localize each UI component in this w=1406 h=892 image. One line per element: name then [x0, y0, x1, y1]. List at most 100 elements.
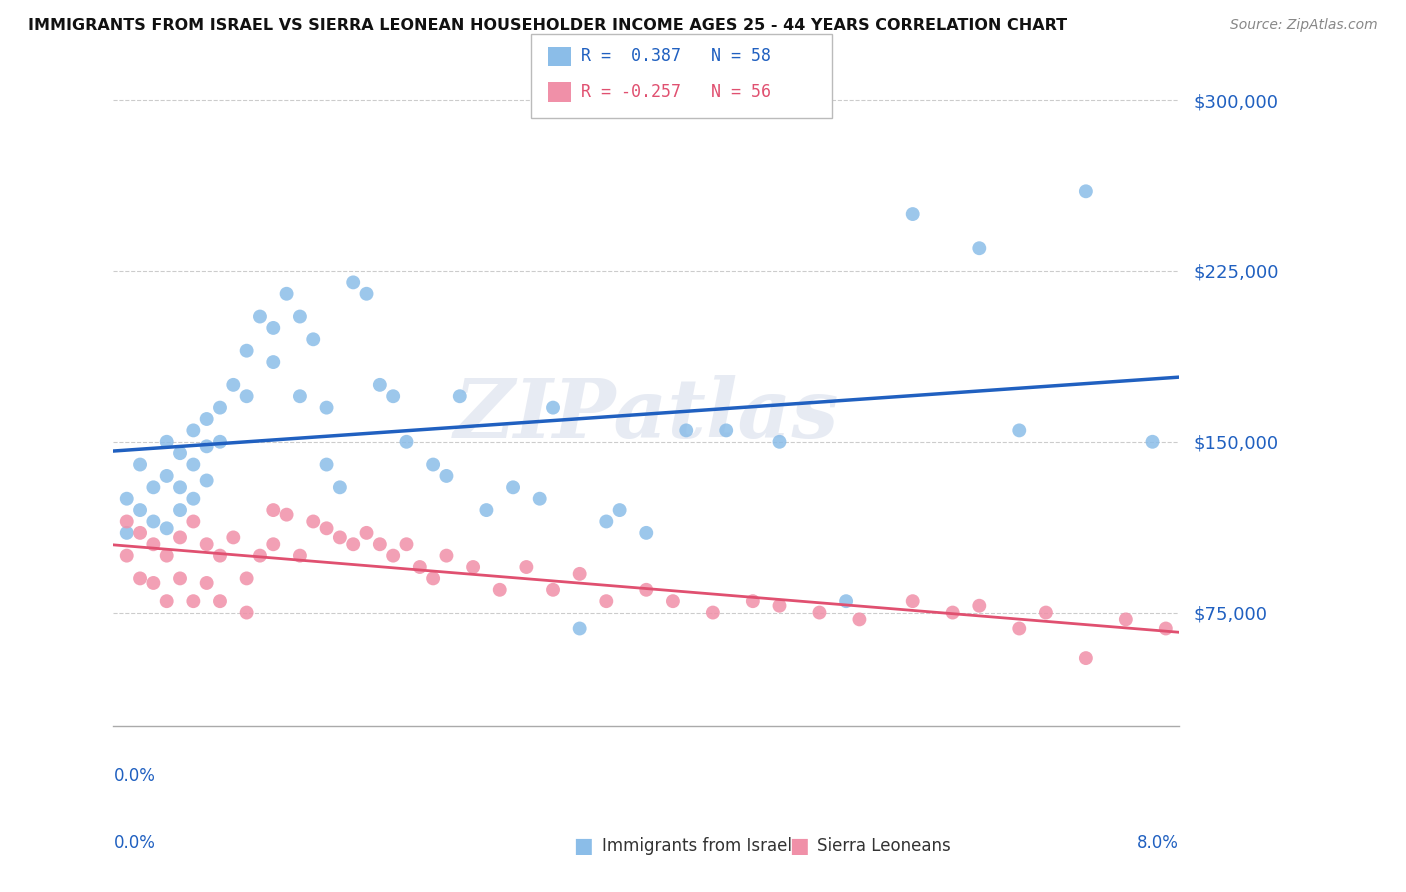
Point [183, 424, 205, 438]
Point [183, 515, 205, 529]
Point [342, 537, 364, 551]
Point [901, 207, 924, 221]
Text: Source: ZipAtlas.com: Source: ZipAtlas.com [1230, 18, 1378, 32]
Point [208, 594, 231, 608]
Point [129, 458, 152, 472]
Point [169, 571, 191, 585]
Point [276, 286, 298, 301]
Point [262, 321, 284, 335]
Point [636, 582, 658, 597]
Point [288, 310, 311, 324]
Point [288, 549, 311, 563]
Point [208, 434, 231, 449]
Point [595, 515, 617, 529]
Text: ■: ■ [574, 836, 593, 855]
Point [461, 560, 484, 574]
Point [288, 389, 311, 403]
Point [541, 401, 564, 415]
Text: IMMIGRANTS FROM ISRAEL VS SIERRA LEONEAN HOUSEHOLDER INCOME AGES 25 - 44 YEARS C: IMMIGRANTS FROM ISRAEL VS SIERRA LEONEAN… [28, 18, 1067, 33]
Text: ■: ■ [789, 836, 808, 855]
Point [329, 530, 352, 544]
Point [235, 606, 257, 620]
Point [222, 377, 245, 392]
Point [315, 521, 337, 535]
Point [156, 549, 179, 563]
Point [129, 525, 152, 540]
Point [515, 560, 537, 574]
Point [195, 439, 218, 453]
Point [249, 549, 271, 563]
Point [302, 332, 325, 346]
Point [675, 424, 697, 438]
Point [835, 594, 858, 608]
Point [568, 566, 591, 581]
Point [409, 560, 432, 574]
Point [356, 286, 378, 301]
Text: ZIPatlas: ZIPatlas [454, 375, 839, 455]
Point [382, 389, 405, 403]
Point [302, 515, 325, 529]
Point [488, 582, 510, 597]
Text: 0.0%: 0.0% [114, 834, 155, 852]
Point [942, 606, 965, 620]
Point [169, 446, 191, 460]
Point [142, 576, 165, 591]
Point [1074, 651, 1097, 665]
Point [529, 491, 551, 506]
Point [342, 276, 364, 290]
Point [702, 606, 724, 620]
Point [449, 389, 471, 403]
Point [1154, 622, 1177, 636]
Point [368, 537, 391, 551]
Point [502, 480, 524, 494]
Point [169, 480, 191, 494]
Point [169, 503, 191, 517]
Point [262, 355, 284, 369]
Point [156, 434, 179, 449]
Point [129, 571, 152, 585]
Text: R =  0.387   N = 58: R = 0.387 N = 58 [581, 47, 770, 65]
Point [315, 401, 337, 415]
Point [436, 549, 458, 563]
Point [183, 458, 205, 472]
Point [382, 549, 405, 563]
Point [808, 606, 831, 620]
Point [156, 469, 179, 483]
Point [156, 521, 179, 535]
Text: Immigrants from Israel: Immigrants from Israel [602, 837, 792, 855]
Point [169, 530, 191, 544]
Point [1142, 434, 1164, 449]
Point [356, 525, 378, 540]
Point [969, 241, 991, 255]
Point [156, 594, 179, 608]
Point [395, 537, 418, 551]
Point [475, 503, 498, 517]
Point [368, 377, 391, 392]
Point [129, 503, 152, 517]
Point [1008, 424, 1031, 438]
Point [262, 537, 284, 551]
Point [183, 594, 205, 608]
Point [235, 571, 257, 585]
Point [568, 622, 591, 636]
Point [1074, 184, 1097, 198]
Point [208, 401, 231, 415]
Point [195, 537, 218, 551]
Point [901, 594, 924, 608]
Point [195, 474, 218, 488]
Point [636, 525, 658, 540]
Point [422, 458, 444, 472]
Point [969, 599, 991, 613]
Point [716, 424, 738, 438]
Point [768, 599, 790, 613]
Point [595, 594, 617, 608]
Point [422, 571, 444, 585]
Point [329, 480, 352, 494]
Point [208, 549, 231, 563]
Point [142, 480, 165, 494]
Point [249, 310, 271, 324]
Point [115, 491, 138, 506]
Point [115, 525, 138, 540]
Point [1035, 606, 1057, 620]
Point [235, 389, 257, 403]
